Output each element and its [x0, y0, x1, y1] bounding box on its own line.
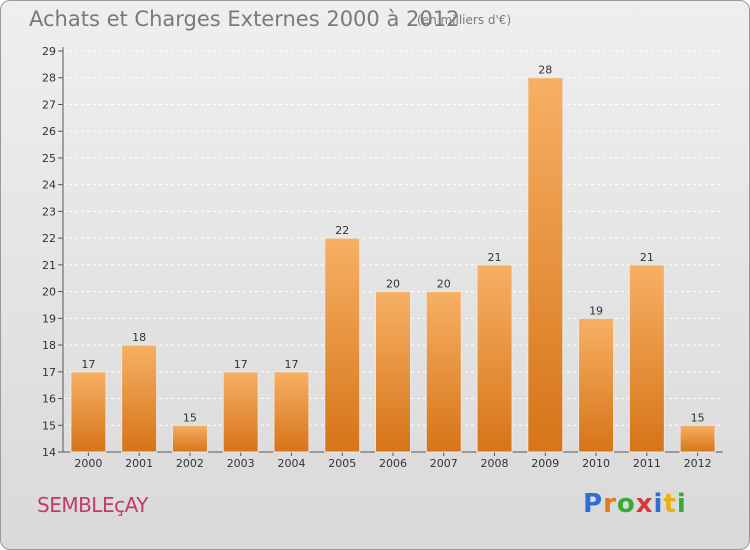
data-label: 18	[132, 331, 146, 344]
x-tick-label: 2006	[379, 457, 407, 470]
x-tick-label: 2008	[481, 457, 509, 470]
x-tick-label: 2007	[430, 457, 458, 470]
data-label: 22	[335, 224, 349, 237]
bar	[121, 344, 158, 453]
x-tick-label: 2002	[176, 457, 204, 470]
bar	[425, 291, 462, 453]
y-tick-label: 18	[42, 339, 56, 352]
data-label: 17	[234, 358, 248, 371]
data-label: 20	[437, 278, 451, 291]
data-label: 17	[81, 358, 95, 371]
y-tick-label: 14	[42, 446, 56, 459]
labels: 14 15 16 17 18 19 20 21 22 23 24 25 26 27 28 29 17 2000 18…	[42, 45, 712, 470]
bar	[171, 424, 208, 453]
data-label: 15	[183, 411, 197, 424]
y-tick-label: 26	[42, 125, 56, 138]
y-tick-label: 27	[42, 98, 56, 111]
bar	[375, 291, 411, 453]
y-tick-label: 25	[42, 152, 56, 165]
bars	[70, 77, 716, 453]
bar	[527, 77, 564, 453]
commune-name: SEMBLEçAY	[37, 493, 148, 517]
y-tick-label: 21	[42, 259, 56, 272]
data-label: 19	[589, 304, 603, 317]
x-tick-label: 2003	[227, 457, 255, 470]
y-tick-label: 20	[42, 286, 56, 299]
data-label: 28	[538, 64, 552, 77]
x-tick-label: 2011	[633, 457, 661, 470]
bar	[628, 264, 665, 453]
chart-subtitle: (en milliers d'€)	[417, 13, 512, 27]
y-tick-label: 28	[42, 72, 56, 85]
bar	[578, 317, 615, 453]
bar	[222, 371, 259, 453]
logo-letter: o	[616, 489, 636, 519]
x-tick-label: 2001	[125, 457, 153, 470]
y-tick-label: 23	[42, 205, 56, 218]
data-label: 17	[284, 358, 298, 371]
chart-title: Achats et Charges Externes 2000 à 2012	[29, 7, 460, 31]
x-tick-label: 2009	[531, 457, 559, 470]
x-tick-label: 2010	[582, 457, 610, 470]
bar	[324, 237, 361, 453]
logo-letter: x	[635, 489, 654, 519]
y-tick-label: 22	[42, 232, 56, 245]
bar	[273, 371, 310, 453]
y-tick-label: 29	[42, 45, 56, 58]
y-tick-label: 17	[42, 366, 56, 379]
bar	[70, 371, 107, 453]
logo-letter: t	[663, 489, 677, 519]
x-tick-label: 2000	[74, 457, 102, 470]
x-tick-label: 2012	[684, 457, 712, 470]
y-tick-label: 16	[42, 393, 56, 406]
logo-letter: r	[603, 489, 617, 519]
bar	[679, 424, 716, 453]
y-tick-label: 15	[42, 419, 56, 432]
data-label: 20	[386, 278, 400, 291]
logo-letter: i	[676, 489, 687, 519]
logo-letter: i	[653, 489, 664, 519]
x-tick-label: 2005	[328, 457, 356, 470]
data-label: 21	[640, 251, 654, 264]
y-tick-label: 19	[42, 312, 56, 325]
y-tick-label: 24	[42, 179, 56, 192]
x-tick-label: 2004	[277, 457, 305, 470]
logo-letter: P	[583, 489, 604, 519]
bar	[476, 264, 513, 453]
data-label: 15	[691, 411, 705, 424]
data-label: 21	[488, 251, 502, 264]
proxiti-logo: Proxiti	[583, 489, 687, 519]
